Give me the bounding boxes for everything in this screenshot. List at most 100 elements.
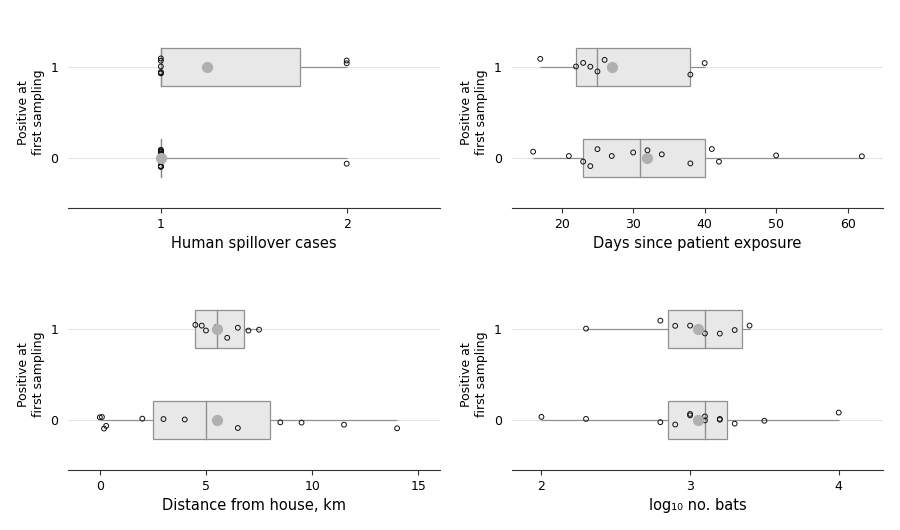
- Point: [230, 424, 245, 432]
- Point: [742, 321, 757, 330]
- Point: [579, 324, 593, 333]
- Point: [698, 412, 712, 421]
- Point: [339, 160, 354, 168]
- Point: [605, 152, 619, 160]
- Point: [154, 69, 168, 77]
- Point: [569, 62, 583, 70]
- Point: [605, 63, 619, 71]
- Point: [727, 419, 742, 428]
- Point: [93, 413, 107, 421]
- Point: [576, 157, 590, 166]
- Point: [154, 162, 168, 170]
- Y-axis label: Positive at
first sampling: Positive at first sampling: [461, 69, 489, 155]
- Point: [154, 154, 168, 162]
- Point: [154, 146, 168, 154]
- Point: [199, 326, 213, 335]
- Point: [683, 321, 698, 330]
- Point: [157, 415, 171, 423]
- Bar: [668, 401, 727, 439]
- Y-axis label: Positive at
first sampling: Positive at first sampling: [461, 332, 489, 417]
- Point: [713, 415, 727, 423]
- Point: [683, 159, 698, 167]
- Point: [390, 424, 404, 432]
- Point: [210, 418, 224, 427]
- Point: [154, 57, 168, 65]
- Point: [99, 421, 113, 430]
- X-axis label: Distance from house, km: Distance from house, km: [162, 498, 346, 514]
- Point: [654, 150, 669, 158]
- Point: [698, 416, 712, 425]
- Point: [154, 158, 168, 166]
- Point: [640, 154, 654, 162]
- Point: [188, 321, 202, 329]
- Point: [526, 147, 540, 156]
- Point: [769, 151, 783, 160]
- Point: [154, 151, 168, 160]
- Point: [705, 145, 719, 153]
- Y-axis label: Positive at
first sampling: Positive at first sampling: [17, 69, 45, 155]
- Point: [653, 418, 668, 427]
- Point: [200, 63, 214, 71]
- Point: [154, 162, 168, 171]
- Point: [533, 55, 547, 63]
- Point: [154, 162, 168, 171]
- Point: [154, 54, 168, 63]
- Point: [154, 146, 168, 154]
- Point: [154, 163, 168, 171]
- Point: [210, 416, 224, 424]
- Point: [154, 147, 168, 155]
- Point: [220, 333, 234, 342]
- Point: [154, 149, 168, 158]
- Point: [583, 63, 598, 71]
- X-axis label: Days since patient exposure: Days since patient exposure: [593, 236, 802, 251]
- Point: [598, 56, 612, 64]
- Point: [337, 420, 351, 429]
- Point: [154, 149, 168, 158]
- Bar: [195, 310, 244, 348]
- Point: [339, 56, 354, 65]
- Point: [727, 326, 742, 334]
- Bar: [668, 310, 742, 348]
- Bar: [576, 48, 690, 86]
- Point: [683, 70, 698, 79]
- Point: [241, 326, 256, 335]
- Point: [576, 59, 590, 67]
- Point: [154, 69, 168, 77]
- Point: [757, 417, 771, 425]
- Point: [683, 410, 698, 418]
- Point: [230, 323, 245, 332]
- Point: [698, 329, 712, 338]
- Point: [154, 153, 168, 161]
- Point: [154, 68, 168, 76]
- Point: [640, 146, 654, 155]
- Point: [712, 157, 726, 166]
- Point: [177, 416, 192, 424]
- Point: [194, 321, 209, 330]
- Point: [713, 416, 727, 424]
- Point: [668, 322, 682, 330]
- Bar: [161, 48, 301, 86]
- Point: [154, 148, 168, 156]
- Point: [683, 411, 698, 420]
- X-axis label: Human spillover cases: Human spillover cases: [171, 236, 337, 251]
- Point: [562, 152, 576, 160]
- Point: [713, 329, 727, 338]
- Point: [653, 316, 668, 325]
- Point: [339, 59, 354, 67]
- Point: [154, 148, 168, 156]
- Point: [626, 148, 641, 157]
- Point: [690, 325, 705, 333]
- Point: [210, 323, 224, 331]
- Point: [294, 418, 309, 427]
- Point: [855, 152, 869, 161]
- Point: [94, 413, 109, 421]
- Point: [97, 425, 112, 433]
- X-axis label: log₁₀ no. bats: log₁₀ no. bats: [649, 498, 746, 514]
- Point: [583, 162, 598, 170]
- Point: [698, 59, 712, 67]
- Point: [590, 145, 605, 153]
- Y-axis label: Positive at
first sampling: Positive at first sampling: [17, 332, 45, 417]
- Point: [252, 325, 266, 334]
- Point: [579, 414, 593, 423]
- Point: [832, 408, 846, 417]
